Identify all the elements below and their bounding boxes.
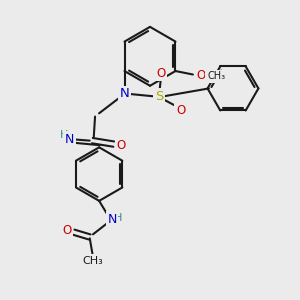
Text: O: O: [156, 67, 165, 80]
Text: N: N: [120, 87, 129, 100]
Text: O: O: [196, 69, 206, 82]
Text: O: O: [62, 224, 72, 237]
Text: H: H: [114, 213, 123, 223]
Text: O: O: [116, 140, 126, 152]
Text: N: N: [107, 213, 117, 226]
Text: CH₃: CH₃: [207, 71, 225, 81]
Text: O: O: [176, 104, 185, 117]
Text: CH₃: CH₃: [82, 256, 103, 266]
Text: H: H: [60, 130, 68, 140]
Text: N: N: [65, 133, 74, 146]
Text: S: S: [155, 90, 164, 103]
